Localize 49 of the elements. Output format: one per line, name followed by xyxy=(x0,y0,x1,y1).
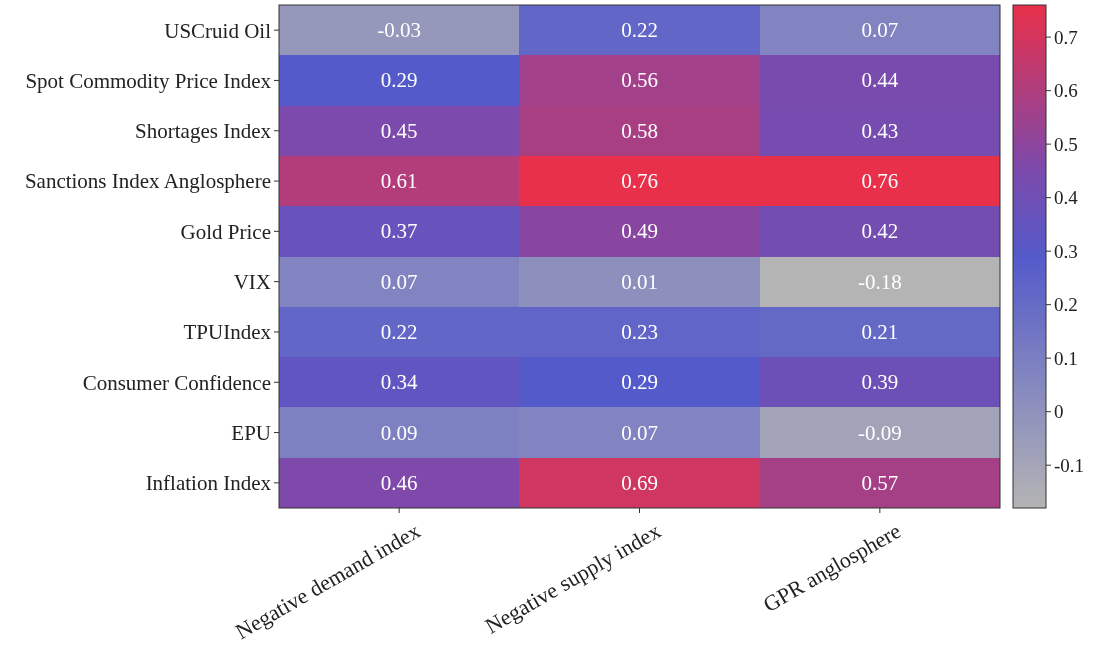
data-label: 0.34 xyxy=(380,370,419,395)
data-label: 0.69 xyxy=(621,470,658,495)
color-bar-label: -0.1 xyxy=(1054,454,1085,476)
data-label: 0.29 xyxy=(380,68,418,93)
y-tick-label: Consumer Confidence xyxy=(82,370,271,395)
y-tick-label: TPUIndex xyxy=(183,320,272,345)
data-label: 0.37 xyxy=(380,219,418,244)
data-label: 0.21 xyxy=(861,319,899,344)
data-label: 0.09 xyxy=(380,420,418,445)
color-bar-label: 0.2 xyxy=(1054,294,1078,316)
data-label: 0.42 xyxy=(861,219,899,244)
color-bar-label: 0.6 xyxy=(1054,80,1078,102)
data-label: 0.44 xyxy=(861,68,899,93)
color-bar-label: 0.4 xyxy=(1054,187,1079,209)
data-label: 0.07 xyxy=(621,420,658,445)
color-bar-label: 0.7 xyxy=(1054,26,1078,48)
y-tick-label: Shortages Index xyxy=(135,119,272,144)
data-label: 0.76 xyxy=(621,169,658,194)
data-label: -0.18 xyxy=(857,269,902,294)
data-label: 0.49 xyxy=(621,219,658,244)
data-label: 0.45 xyxy=(380,118,418,143)
color-bar-label: 0 xyxy=(1054,401,1064,423)
data-label: 0.56 xyxy=(621,68,658,93)
data-label: 0.01 xyxy=(621,269,658,294)
color-bar-label: 0.1 xyxy=(1054,347,1078,369)
data-label: 0.58 xyxy=(621,118,658,143)
color-bar-label: 0.3 xyxy=(1054,240,1078,262)
data-label: 0.07 xyxy=(861,18,899,43)
data-label: 0.22 xyxy=(380,319,418,344)
data-label: -0.09 xyxy=(857,420,902,445)
data-label: 0.76 xyxy=(861,169,899,194)
data-label: 0.43 xyxy=(861,118,899,143)
y-tick-label: Inflation Index xyxy=(145,471,272,496)
data-label: 0.29 xyxy=(621,370,658,395)
data-label: 0.61 xyxy=(380,169,418,194)
y-tick-label: VIX xyxy=(233,270,271,294)
data-label: 0.07 xyxy=(380,269,418,294)
data-label: 0.46 xyxy=(380,470,418,495)
data-label: 0.57 xyxy=(861,470,899,495)
y-tick-label: EPU xyxy=(231,420,271,445)
data-label: 0.39 xyxy=(861,370,899,395)
data-label: -0.03 xyxy=(377,18,422,43)
y-tick-label: Spot Commodity Price Index xyxy=(25,68,272,93)
data-label: 0.22 xyxy=(621,18,658,43)
y-tick-label: USCruid Oil xyxy=(164,18,272,43)
data-label: 0.23 xyxy=(621,319,658,344)
y-tick-label: Sanctions Index Anglosphere xyxy=(24,169,271,194)
color-bar-label: 0.5 xyxy=(1054,133,1078,155)
y-tick-label: Gold Price xyxy=(180,219,271,244)
